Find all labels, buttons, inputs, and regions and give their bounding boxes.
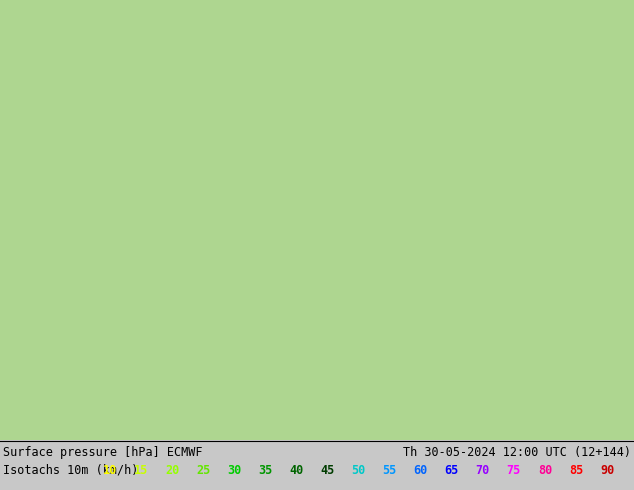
Text: 60: 60: [413, 464, 428, 476]
Text: 55: 55: [382, 464, 397, 476]
Text: 20: 20: [165, 464, 179, 476]
Text: 85: 85: [569, 464, 583, 476]
Text: 15: 15: [134, 464, 148, 476]
Text: 40: 40: [289, 464, 304, 476]
Text: Surface pressure [hPa] ECMWF: Surface pressure [hPa] ECMWF: [3, 445, 202, 459]
Text: 30: 30: [227, 464, 242, 476]
Text: 10: 10: [103, 464, 117, 476]
Text: 70: 70: [476, 464, 490, 476]
Text: Isotachs 10m (km/h): Isotachs 10m (km/h): [3, 464, 138, 476]
Text: Th 30-05-2024 12:00 UTC (12+144): Th 30-05-2024 12:00 UTC (12+144): [403, 445, 631, 459]
Text: 75: 75: [507, 464, 521, 476]
Text: 35: 35: [258, 464, 273, 476]
Text: 45: 45: [320, 464, 335, 476]
Text: 25: 25: [196, 464, 210, 476]
Text: 50: 50: [351, 464, 366, 476]
Text: 90: 90: [600, 464, 614, 476]
Text: 65: 65: [444, 464, 459, 476]
Text: 80: 80: [538, 464, 552, 476]
